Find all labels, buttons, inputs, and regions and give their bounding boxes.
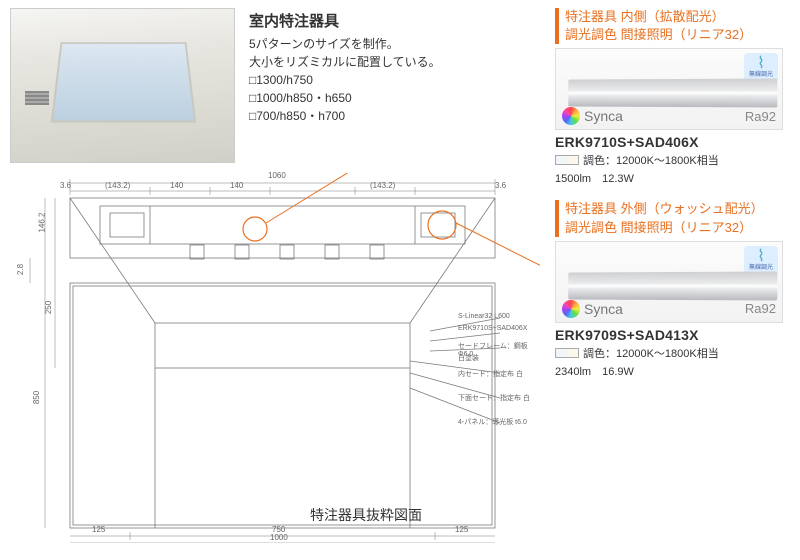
- color-wheel-icon: [562, 107, 580, 125]
- p2-h1: 特注器具 外側（ウォッシュ配光）: [565, 201, 764, 216]
- dim-top-re: 3.6: [495, 181, 506, 190]
- anno-0: S-Linear32 L600: [458, 313, 510, 320]
- dim-bl: 125: [92, 525, 105, 534]
- technical-drawing: 1060 3.6 (143.2) 140 140 (143.2) 3.6 146…: [10, 173, 540, 543]
- p1-h2: 調光調色 間接照明（リニア32）: [565, 27, 752, 42]
- dim-lh: 850: [32, 391, 41, 404]
- dim-top-140a: 140: [170, 181, 183, 190]
- ceiling-photo: [10, 8, 235, 163]
- dim-top-i2: (143.2): [370, 181, 395, 190]
- ra-2: Ra92: [745, 301, 776, 316]
- lumens-2: 2340lm 16.9W: [555, 363, 792, 379]
- color-wheel-icon: [562, 300, 580, 318]
- size-2: □700/h850・h700: [249, 107, 545, 125]
- color-swatch-icon: [555, 348, 579, 358]
- dim-l2: 2.8: [16, 264, 25, 275]
- anno-5: 下面セード：指定布 白: [458, 393, 530, 403]
- p1-h1: 特注器具 内側（拡散配光）: [565, 9, 725, 24]
- size-1: □1000/h850・h650: [249, 89, 545, 107]
- model-2: ERK9709S+SAD413X: [555, 327, 792, 343]
- wireless-text-1: 無線調光: [749, 69, 773, 78]
- lumens-1: 1500lm 12.3W: [555, 170, 792, 186]
- product-heading-2: 特注器具 外側（ウォッシュ配光） 調光調色 間接照明（リニア32）: [555, 200, 792, 236]
- size-0: □1300/h750: [249, 71, 545, 89]
- wifi-icon: ⌇: [757, 251, 765, 262]
- brand-1: Synca: [584, 108, 623, 124]
- description-block: 室内特注器具 5パターンのサイズを制作。 大小をリズミカルに配置している。 □1…: [249, 8, 545, 163]
- color-range-1: 調色：12000K～1800K相当: [583, 152, 719, 168]
- desc-line1: 5パターンのサイズを制作。: [249, 35, 545, 53]
- dim-l1: 146.2: [38, 212, 47, 232]
- color-range-2: 調色：12000K～1800K相当: [583, 345, 719, 361]
- wifi-icon: ⌇: [757, 58, 765, 69]
- dim-top-total: 1060: [268, 171, 286, 180]
- dim-top-140b: 140: [230, 181, 243, 190]
- spec-color-2: 調色：12000K～1800K相当: [555, 345, 792, 361]
- synca-logo: Synca: [562, 107, 623, 125]
- dim-l3: 250: [44, 301, 53, 314]
- dim-top-i1: (143.2): [105, 181, 130, 190]
- product-image-2: ⌇ 無線調光 Synca Ra92: [555, 241, 783, 323]
- brand-2: Synca: [584, 301, 623, 317]
- color-swatch-icon: [555, 155, 579, 165]
- model-1: ERK9710S+SAD406X: [555, 134, 792, 150]
- desc-title: 室内特注器具: [249, 10, 545, 31]
- anno-6: 4-パネル：導光板 t6.0: [458, 417, 527, 427]
- product-image-1: ⌇ 無線調光 Synca Ra92: [555, 48, 783, 130]
- desc-line2: 大小をリズミカルに配置している。: [249, 53, 545, 71]
- dim-br: 125: [455, 525, 468, 534]
- p2-h2: 調光調色 間接照明（リニア32）: [565, 220, 752, 235]
- dim-top-le: 3.6: [60, 181, 71, 190]
- anno-3: 白塗装: [458, 353, 479, 363]
- ra-1: Ra92: [745, 109, 776, 124]
- spec-color-1: 調色：12000K～1800K相当: [555, 152, 792, 168]
- product-heading-1: 特注器具 内側（拡散配光） 調光調色 間接照明（リニア32）: [555, 8, 792, 44]
- drawing-caption: 特注器具抜粋図面: [310, 505, 422, 525]
- anno-4: 内セード：指定布 白: [458, 369, 523, 379]
- wireless-text-2: 無線調光: [749, 262, 773, 271]
- dim-bt: 1000: [270, 533, 288, 542]
- anno-1: ERK9710S+SAD406X: [458, 325, 527, 332]
- synca-logo: Synca: [562, 300, 623, 318]
